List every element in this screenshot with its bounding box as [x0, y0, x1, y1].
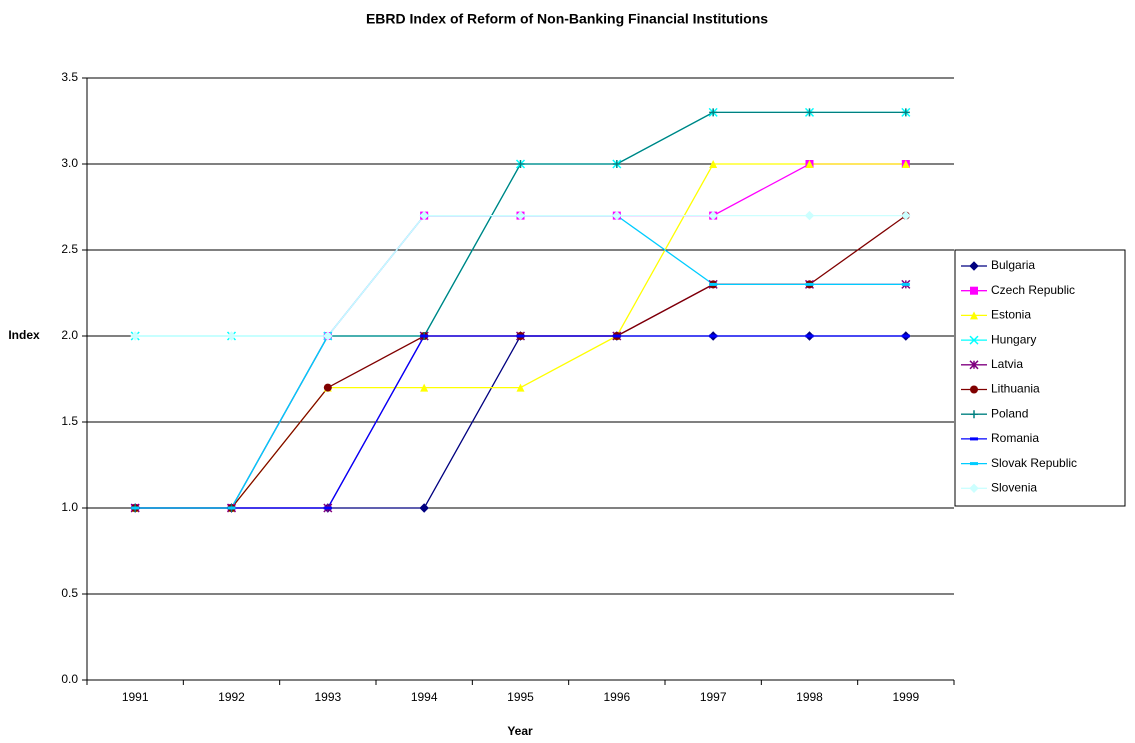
marker	[709, 160, 718, 168]
marker	[323, 383, 332, 392]
legend-label: Lithuania	[991, 382, 1040, 396]
x-tick-label: 1996	[603, 690, 630, 704]
marker	[901, 282, 910, 286]
marker	[901, 108, 910, 117]
x-tick-label: 1995	[507, 690, 534, 704]
marker	[969, 335, 979, 345]
marker	[970, 286, 978, 295]
x-tick-label: 1991	[122, 690, 149, 704]
marker	[969, 261, 979, 271]
marker	[516, 334, 525, 338]
legend-label: Estonia	[991, 308, 1031, 322]
y-tick-label: 2.5	[61, 242, 78, 256]
marker	[970, 385, 978, 394]
marker	[901, 334, 910, 338]
x-tick-label: 1999	[892, 690, 919, 704]
marker	[420, 334, 429, 338]
legend-label: Latvia	[991, 357, 1023, 371]
marker	[901, 210, 911, 221]
x-tick-label: 1994	[411, 690, 438, 704]
x-tick-label: 1997	[700, 690, 727, 704]
marker	[612, 160, 621, 168]
marker	[970, 311, 978, 320]
chart-title: EBRD Index of Reform of Non-Banking Fina…	[366, 11, 768, 27]
legend-label: Hungary	[991, 332, 1036, 346]
marker	[131, 506, 140, 510]
y-axis-label: Index	[8, 328, 40, 342]
marker	[323, 506, 332, 510]
y-tick-label: 2.0	[61, 328, 78, 342]
marker	[708, 210, 718, 221]
legend-label: Bulgaria	[991, 258, 1035, 272]
y-tick-label: 1.5	[61, 414, 78, 428]
legend-label: Slovak Republic	[991, 456, 1077, 470]
marker	[419, 503, 429, 513]
marker	[612, 334, 621, 338]
y-tick-label: 0.5	[61, 586, 78, 600]
y-tick-label: 3.5	[61, 70, 78, 84]
y-tick-label: 0.0	[61, 672, 78, 686]
marker	[805, 160, 814, 168]
marker	[227, 506, 236, 510]
marker	[516, 160, 525, 168]
marker	[709, 108, 718, 117]
marker	[970, 437, 978, 441]
legend-label: Czech Republic	[991, 283, 1075, 297]
marker	[709, 282, 718, 286]
series-line	[135, 111, 906, 337]
marker	[805, 334, 814, 338]
legend-label: Romania	[991, 431, 1039, 445]
x-tick-label: 1998	[796, 690, 823, 704]
marker	[970, 410, 978, 419]
marker	[420, 383, 429, 392]
x-tick-label: 1993	[314, 690, 341, 704]
marker	[515, 210, 526, 221]
x-axis-label: Year	[507, 724, 533, 738]
series-line	[135, 215, 907, 509]
series-line	[135, 214, 906, 337]
marker	[970, 462, 978, 466]
marker	[226, 331, 237, 341]
series-line	[135, 214, 906, 509]
marker	[969, 483, 979, 494]
marker	[323, 331, 333, 341]
x-tick-label: 1992	[218, 690, 245, 704]
legend-label: Poland	[991, 406, 1028, 420]
y-tick-label: 3.0	[61, 156, 78, 170]
marker	[709, 334, 718, 338]
y-tick-label: 1.0	[61, 500, 78, 514]
marker	[516, 383, 525, 392]
marker	[804, 210, 815, 221]
legend-label: Slovenia	[991, 480, 1037, 494]
marker	[130, 331, 140, 341]
marker	[419, 210, 429, 221]
marker	[805, 108, 814, 117]
marker	[612, 210, 622, 221]
marker	[969, 360, 979, 370]
marker	[805, 282, 814, 286]
series-line	[135, 111, 906, 509]
marker	[901, 160, 910, 168]
